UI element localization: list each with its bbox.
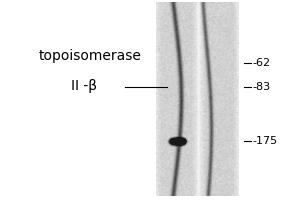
Text: -62: -62 <box>252 58 270 68</box>
Text: II -β: II -β <box>71 79 97 93</box>
Text: topoisomerase: topoisomerase <box>39 49 141 63</box>
Text: -83: -83 <box>252 82 270 92</box>
Text: -175: -175 <box>252 136 277 146</box>
